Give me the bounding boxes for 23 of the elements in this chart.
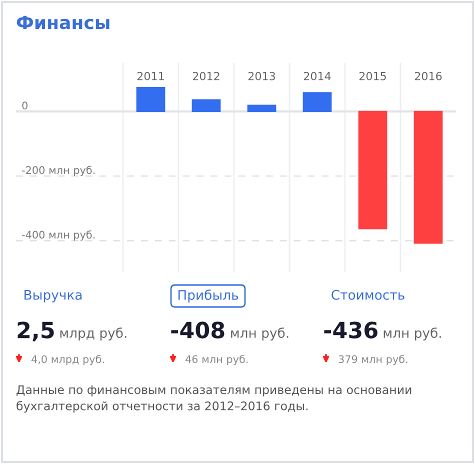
x-tick-label: 2012	[192, 72, 220, 80]
x-tick-label: 2011	[137, 72, 164, 80]
text: 4,0 млрд руб.	[32, 354, 104, 366]
x-tick-label: 2015	[359, 72, 386, 80]
text: 46 млн руб.	[186, 354, 248, 366]
y-tick-label: 0	[22, 102, 28, 110]
text: млн руб.	[384, 328, 441, 340]
text: млрд руб.	[60, 328, 126, 340]
y-tick-label: -400 млн руб.	[22, 230, 95, 241]
text: Данные по финансовым показателям приведены на основании бухгалтерской отчетности за 2012–2016 годы.	[16, 385, 412, 413]
category-label: Прибыль	[178, 290, 238, 302]
text: млн руб.	[231, 328, 288, 340]
y-tick-label: -200 млн руб.	[22, 166, 95, 176]
x-tick-label: 2013	[248, 72, 275, 80]
text: 2,5	[18, 322, 54, 342]
category-label: Выручка	[24, 290, 82, 302]
text: -408	[171, 322, 224, 338]
chart-title: Финансы	[16, 16, 110, 30]
text: -436	[324, 322, 378, 338]
text: 379 млн руб.	[338, 354, 408, 366]
category-label: Стоимость	[332, 290, 404, 300]
x-tick-label: 2016	[414, 72, 442, 80]
x-tick-label: 2014	[304, 72, 331, 80]
